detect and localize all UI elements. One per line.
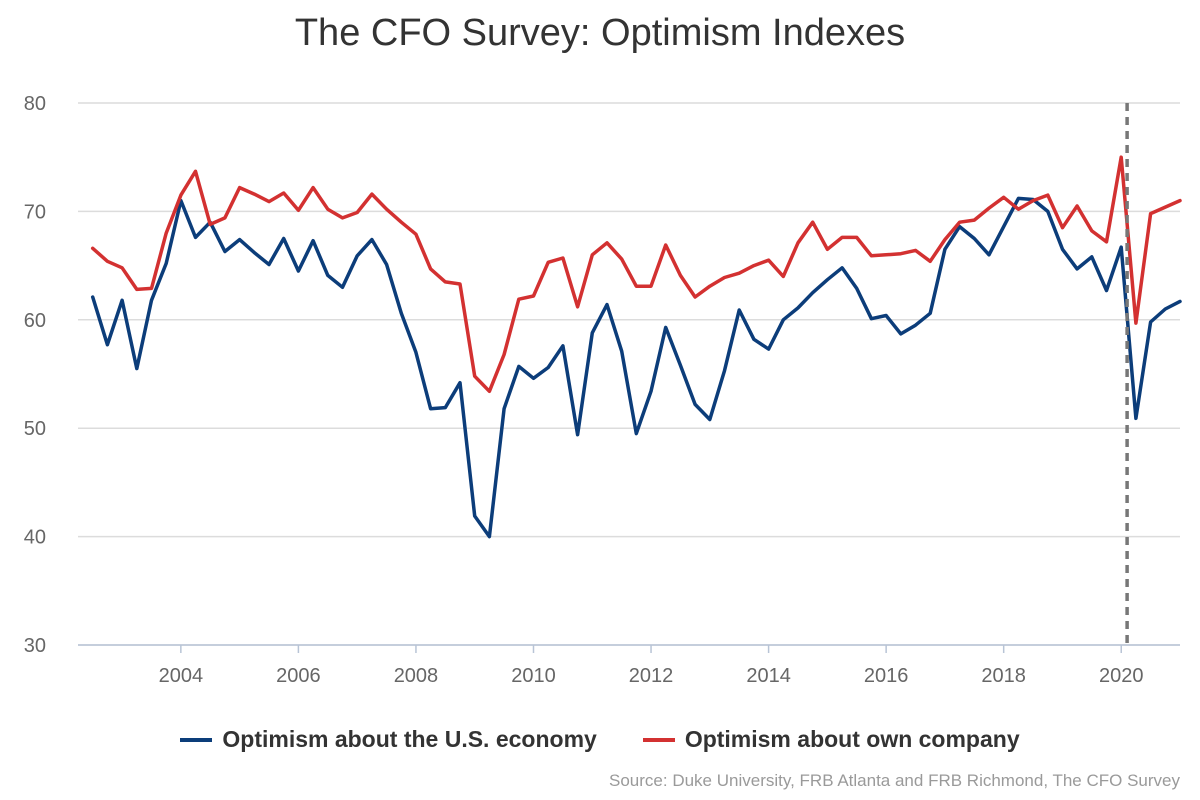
x-tick-label: 2020 [1099,665,1144,687]
source-note: Source: Duke University, FRB Atlanta and… [609,771,1180,790]
y-tick-label: 50 [24,418,46,440]
x-axis: 2004 2006 2008 2010 2012 2014 2016 2018 2020 [78,644,1180,687]
x-tick-label: 2008 [394,665,439,687]
legend-item-own-company[interactable]: Optimism about own company [642,726,1020,753]
chart-title: The CFO Survey: Optimism Indexes [294,12,906,54]
legend-label-us-economy: Optimism about the U.S. economy [222,726,597,752]
legend-label-own-company: Optimism about own company [684,726,1020,752]
y-tick-label: 80 [24,93,46,115]
x-tick-label: 2014 [746,665,791,687]
legend: Optimism about the U.S. economy Optimism… [0,726,1200,753]
x-tick-label: 2006 [276,665,321,687]
y-tick-label: 70 [24,201,46,223]
series-group [90,155,1182,539]
y-tick-label: 40 [24,527,46,549]
x-tick-label: 2016 [864,665,909,687]
x-tick-label: 2010 [511,665,556,687]
y-tick-label: 30 [24,635,46,657]
series-line-own-company[interactable] [90,155,1182,394]
x-tick-label: 2004 [159,665,204,687]
y-axis: 80 70 60 50 40 30 [24,93,46,657]
legend-swatch-own-company [642,737,675,742]
x-tick-label: 2012 [629,665,674,687]
series-line-us-economy[interactable] [90,196,1182,539]
gridlines [78,102,1180,646]
legend-swatch-us-economy [180,737,213,742]
y-tick-label: 60 [24,310,46,332]
x-tick-label: 2018 [981,665,1026,687]
legend-item-us-economy[interactable]: Optimism about the U.S. economy [180,726,597,753]
